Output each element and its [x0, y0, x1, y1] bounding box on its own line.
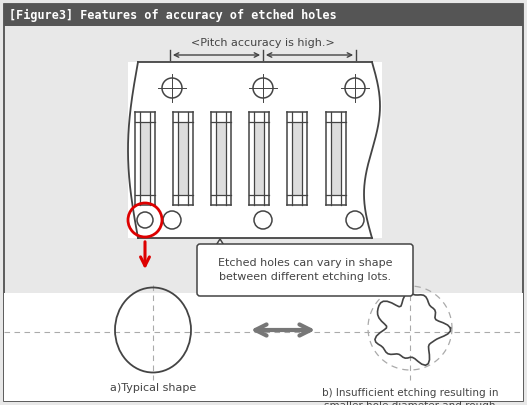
Circle shape — [163, 211, 181, 229]
Bar — [135, 112, 155, 205]
Bar — [249, 112, 269, 205]
Circle shape — [137, 212, 153, 228]
Bar — [4, 293, 523, 401]
Bar — [128, 62, 382, 238]
Bar — [216, 122, 226, 195]
Bar — [326, 112, 346, 205]
Bar — [254, 122, 264, 195]
Text: a)Typical shape: a)Typical shape — [110, 383, 196, 393]
Bar — [140, 122, 150, 195]
Bar — [287, 112, 307, 205]
Bar — [178, 122, 188, 195]
Bar — [331, 122, 341, 195]
Bar — [173, 112, 193, 205]
Text: [Figure3] Features of accuracy of etched holes: [Figure3] Features of accuracy of etched… — [9, 9, 337, 22]
Circle shape — [254, 211, 272, 229]
Bar — [292, 122, 302, 195]
Text: b) Insufficient etching resulting in
smaller hole diameter and rough
inside diam: b) Insufficient etching resulting in sma… — [322, 388, 498, 405]
Text: Etched holes can vary in shape
between different etching lots.: Etched holes can vary in shape between d… — [218, 258, 392, 281]
Bar — [4, 4, 523, 26]
Circle shape — [346, 211, 364, 229]
FancyBboxPatch shape — [197, 244, 413, 296]
Polygon shape — [215, 239, 225, 247]
Bar — [211, 112, 231, 205]
Text: <Pitch accuracy is high.>: <Pitch accuracy is high.> — [191, 38, 335, 48]
